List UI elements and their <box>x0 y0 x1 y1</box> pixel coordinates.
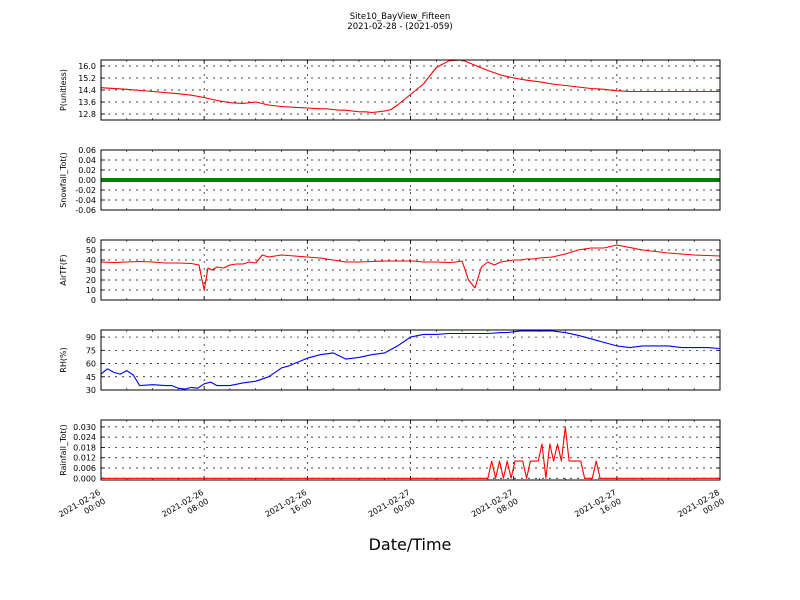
y-tick-label: 90 <box>86 333 96 342</box>
subplot-2: -0.06-0.04-0.020.000.020.040.06 Snowfall_… <box>59 146 721 215</box>
y-tick-label: 0.000 <box>73 474 96 483</box>
plot-frame <box>100 149 721 211</box>
y-tick-label: 15.2 <box>78 74 96 83</box>
y-axis-label: Snowfall_Tot() <box>59 152 68 208</box>
y-tick-label: 0.00 <box>78 176 96 185</box>
plot-frame <box>100 419 721 481</box>
plot-frame <box>100 329 721 391</box>
subplots: 12.813.614.415.216.0P(unitless)-0.06-0.0… <box>59 59 721 483</box>
chart-title-line1: Site10_BayView_Fifteen <box>350 12 451 22</box>
x-axis-label: Date/Time <box>369 535 452 554</box>
series-line-3 <box>100 244 721 291</box>
y-tick-label: 0.06 <box>78 146 96 155</box>
y-tick-label: 0 <box>91 296 96 305</box>
y-tick-label: 0.02 <box>78 166 96 175</box>
y-tick-label: -0.04 <box>75 196 96 205</box>
y-tick-label: 75 <box>86 346 96 355</box>
y-tick-label: -0.02 <box>75 186 96 195</box>
y-axis-label: AirTF(F) <box>59 254 68 285</box>
y-tick-label: 10 <box>86 286 96 295</box>
y-tick-label: 14.4 <box>78 86 96 95</box>
y-tick-label: 50 <box>86 246 96 255</box>
y-tick-label: 12.8 <box>78 110 96 119</box>
y-tick-label: 40 <box>86 256 96 265</box>
y-tick-label: 0.04 <box>78 156 96 165</box>
series-line-4 <box>100 330 721 390</box>
y-tick-label: 60 <box>86 236 96 245</box>
plot-frame <box>100 59 721 121</box>
y-tick-label: 0.012 <box>73 454 96 463</box>
subplot-1: 12.8 13.6 14.4 15.2 16.0 P(unitless) <box>59 59 721 121</box>
y-tick-label: 45 <box>86 373 96 382</box>
y-tick-label: 20 <box>86 276 96 285</box>
y-tick-label: 30 <box>86 266 96 275</box>
plot-frame <box>100 239 721 301</box>
series-line-5 <box>101 426 720 479</box>
y-tick-label: 0.006 <box>73 464 96 473</box>
subplot-4: 30 45 60 75 90 RH(%) <box>59 329 721 395</box>
y-axis-label: P(unitless) <box>59 69 68 111</box>
y-tick-label: 13.6 <box>78 98 96 107</box>
y-tick-label: 30 <box>86 386 96 395</box>
y-tick-label: 0.030 <box>73 423 96 432</box>
y-tick-label: 0.018 <box>73 443 96 452</box>
y-axis-label: Rainfall_Tot() <box>59 424 68 476</box>
series-line-1 <box>100 59 720 114</box>
y-axis-label: RH(%) <box>59 347 68 372</box>
y-tick-label: 0.024 <box>73 433 96 442</box>
y-tick-label: 16.0 <box>78 62 96 71</box>
y-tick-label: 60 <box>86 360 96 369</box>
y-tick-label: -0.06 <box>75 206 96 215</box>
chart-title-line2: 2021-02-28 - (2021-059) <box>347 22 452 32</box>
